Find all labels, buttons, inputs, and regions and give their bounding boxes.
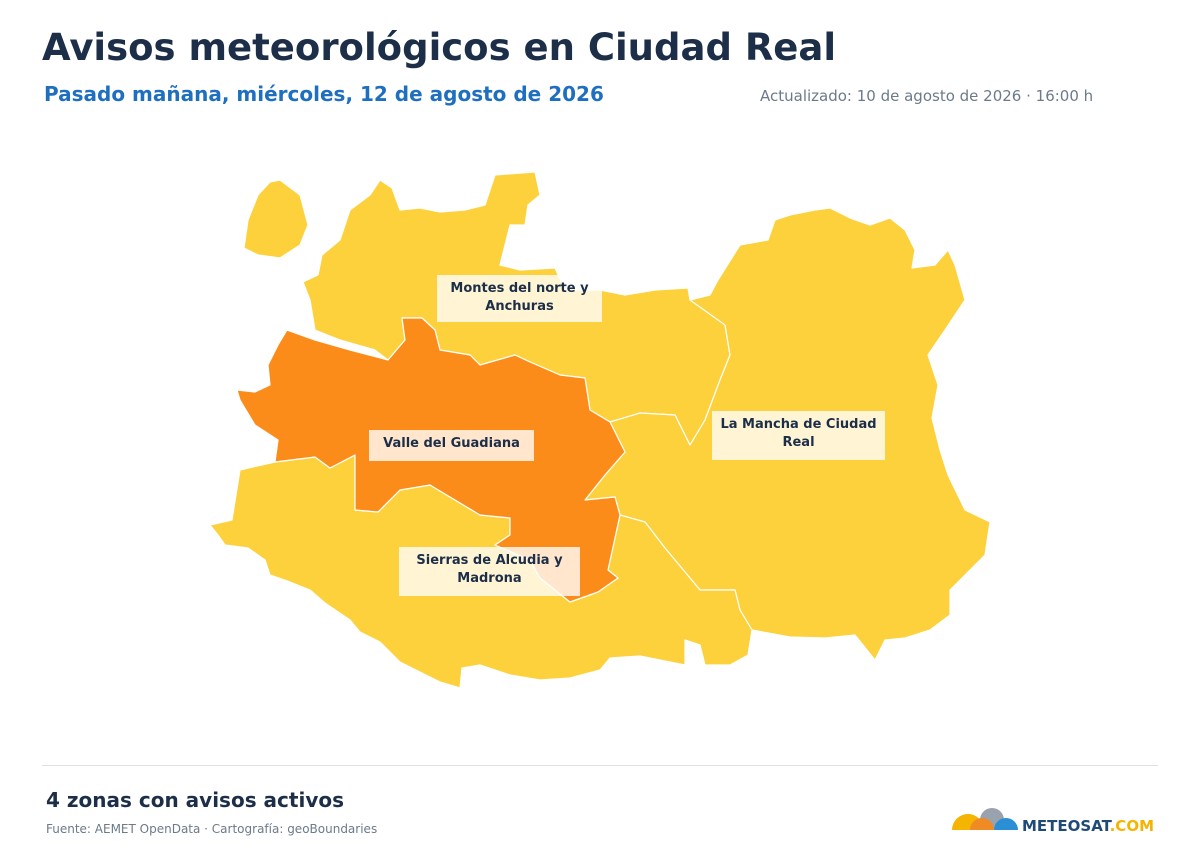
source: Fuente: AEMET OpenData · Cartografía: ge… xyxy=(46,822,378,836)
divider xyxy=(42,765,1158,766)
subtitle: Pasado mañana, miércoles, 12 de agosto d… xyxy=(44,82,604,106)
logo-icon xyxy=(948,808,1022,834)
logo-suffix: .COM xyxy=(1109,817,1154,835)
map xyxy=(209,171,991,689)
summary: 4 zonas con avisos activos xyxy=(46,788,345,812)
title: Avisos meteorológicos en Ciudad Real xyxy=(42,26,837,69)
zone-label: Montes del norte y Anchuras xyxy=(437,275,602,322)
zone-label: La Mancha de Ciudad Real xyxy=(712,411,885,460)
zone-label: Sierras de Alcudia y Madrona xyxy=(399,547,580,596)
logo-text: METEOSAT.COM xyxy=(1022,817,1154,835)
zone-label: Valle del Guadiana xyxy=(369,430,534,461)
zone-area xyxy=(243,179,309,259)
updated: Actualizado: 10 de agosto de 2026 · 16:0… xyxy=(760,87,1094,105)
logo-main: METEOSAT xyxy=(1022,817,1110,835)
